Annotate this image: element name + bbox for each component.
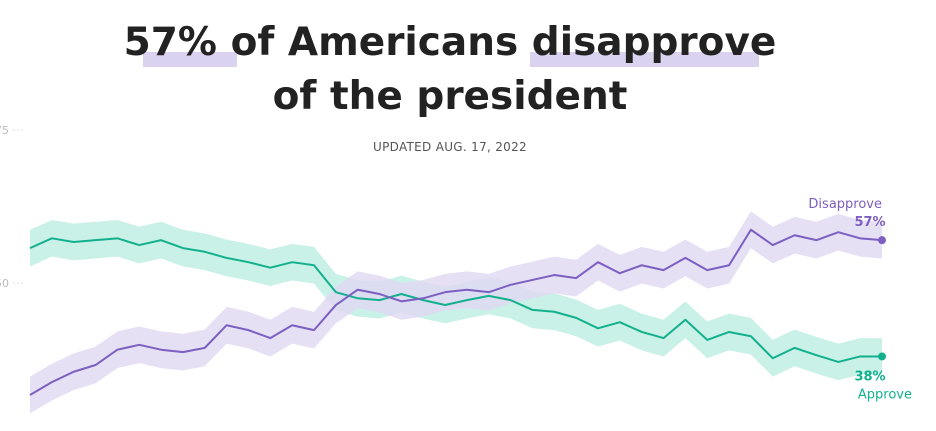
legend-label: Disapprove <box>808 197 882 212</box>
value-label: 38% <box>854 369 885 384</box>
end-marker <box>878 236 886 245</box>
value-label: 57% <box>854 215 885 230</box>
highlight <box>530 52 759 67</box>
chart-subtitle: UPDATED AUG. 17, 2022 <box>373 140 527 154</box>
confidence-band <box>30 211 882 414</box>
line <box>29 237 882 363</box>
y-tick-label: 75 <box>0 124 9 137</box>
chart-title: 57% of Americans disapprove of the presi… <box>123 20 777 119</box>
line <box>29 228 883 396</box>
legend-label: Approve <box>858 387 912 402</box>
end-marker <box>878 352 886 361</box>
y-tick-label: 50 <box>0 277 9 290</box>
highlight <box>143 52 237 67</box>
